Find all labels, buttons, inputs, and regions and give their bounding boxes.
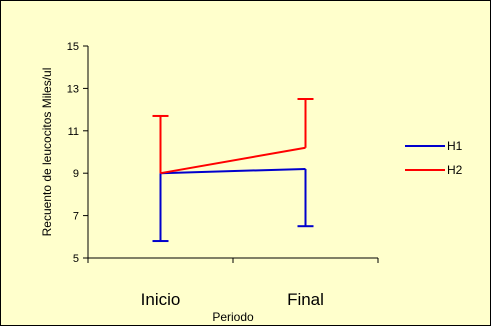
legend-label-h1: H1 <box>447 139 463 153</box>
legend-label-h2: H2 <box>447 163 463 177</box>
y-tick-label: 15 <box>67 41 79 53</box>
x-tick-label: Inicio <box>141 290 181 309</box>
x-axis-title: Periodo <box>212 310 254 324</box>
series-line <box>160 167 306 175</box>
y-tick-label: 5 <box>73 253 79 265</box>
x-tick-label: Final <box>287 290 324 309</box>
y-tick-label: 13 <box>67 83 79 95</box>
series-line <box>160 146 306 175</box>
series-h2 <box>152 98 314 175</box>
y-tick-label: 7 <box>73 211 79 223</box>
y-axis-title: Recuento de leucocitos Miles/ul <box>40 68 54 237</box>
y-ticks: 5 7 9 11 13 15 <box>67 41 88 265</box>
legend: H1 H2 <box>405 139 463 177</box>
y-tick-label: 11 <box>68 126 79 138</box>
x-ticks: Inicio Final <box>87 258 379 309</box>
series-h1 <box>152 167 314 243</box>
y-tick-label: 9 <box>73 168 79 180</box>
plot-area: 5 7 9 11 13 15 Inicio Final <box>67 41 379 309</box>
series-layer <box>152 98 314 243</box>
